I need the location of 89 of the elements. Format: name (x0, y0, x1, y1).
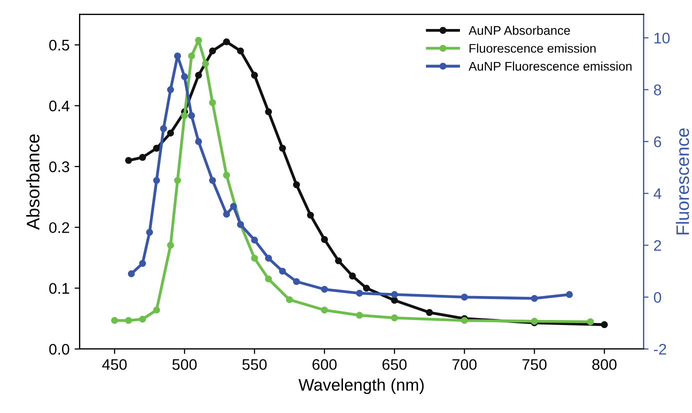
point (160, 125, 168, 132)
point (195, 72, 202, 79)
point (230, 202, 237, 210)
point (209, 176, 216, 184)
point (153, 306, 160, 314)
x-tick-label: 650 (382, 359, 407, 370)
point (125, 316, 132, 324)
y-tick-label: 0.5 (49, 40, 70, 51)
point (321, 306, 328, 314)
point (146, 228, 154, 236)
point (251, 236, 258, 244)
point (265, 275, 272, 282)
point (265, 108, 272, 116)
point (128, 270, 135, 278)
point (223, 38, 230, 46)
point (181, 73, 188, 80)
y2-tick-label: 0 (654, 292, 662, 303)
point (125, 156, 132, 164)
y-axis-title: Absorbance (26, 134, 40, 230)
point (265, 254, 272, 262)
y2-axis-title: Fluorescence (676, 128, 690, 234)
point (202, 60, 210, 68)
y2-tick-label: 6 (654, 136, 662, 148)
y-tick-label: 0.1 (49, 283, 70, 294)
point (390, 314, 398, 322)
point (195, 36, 202, 44)
point (586, 318, 594, 326)
point (321, 236, 328, 243)
point (390, 291, 398, 298)
point (237, 47, 244, 54)
y2-tick-label: 10 (654, 32, 670, 44)
x-tick-label: 750 (522, 359, 547, 370)
x-tick-label: 500 (172, 359, 197, 370)
point (174, 52, 182, 60)
point (223, 210, 230, 218)
point (460, 294, 468, 301)
point (153, 144, 160, 152)
point (111, 316, 118, 324)
point (279, 144, 286, 152)
point (139, 260, 146, 267)
y-tick-label: 0.2 (49, 222, 70, 234)
point (566, 291, 573, 298)
y-tick-label: 0.3 (49, 161, 70, 172)
x-tick-label: 550 (242, 359, 267, 370)
point (293, 278, 300, 286)
legend-label: AuNP Absorbance (468, 26, 570, 35)
point (188, 52, 196, 60)
point (167, 130, 174, 137)
point (174, 176, 182, 184)
x-tick-label: 450 (102, 359, 127, 370)
y2-tick-label: 8 (654, 84, 662, 96)
point (530, 294, 538, 302)
point (251, 254, 258, 262)
y2-tick-label: 4 (654, 188, 662, 199)
point (139, 316, 146, 323)
point (356, 290, 363, 297)
point (195, 138, 202, 145)
x-tick-label: 800 (592, 359, 617, 370)
y2-tick-label: 2 (654, 240, 662, 251)
point (335, 257, 342, 264)
point (251, 72, 258, 79)
point (600, 321, 608, 328)
point (188, 112, 196, 120)
point (286, 296, 293, 304)
point (356, 312, 363, 319)
point (139, 154, 146, 161)
point (167, 242, 174, 249)
point (307, 212, 314, 219)
x-tick-label: 600 (312, 359, 337, 370)
point (293, 181, 300, 188)
point (209, 47, 216, 54)
legend-label: Fluorescence emission (470, 44, 596, 53)
point (209, 99, 216, 106)
point (390, 296, 398, 304)
point (153, 176, 160, 184)
x-axis-title: Wavelength (nm) (298, 378, 424, 394)
point (167, 86, 174, 94)
legend-label: AuNP Fluorescence emission (468, 62, 632, 71)
point (321, 286, 328, 293)
y2-tick-label: -2 (654, 344, 666, 355)
point (181, 112, 188, 120)
point (426, 309, 433, 316)
point (362, 284, 370, 292)
y-tick-label: 0.4 (49, 100, 70, 112)
x-tick-label: 700 (452, 359, 477, 370)
y-tick-label: 0.0 (49, 344, 70, 355)
point (279, 268, 286, 275)
point (349, 272, 356, 280)
point (223, 172, 230, 179)
